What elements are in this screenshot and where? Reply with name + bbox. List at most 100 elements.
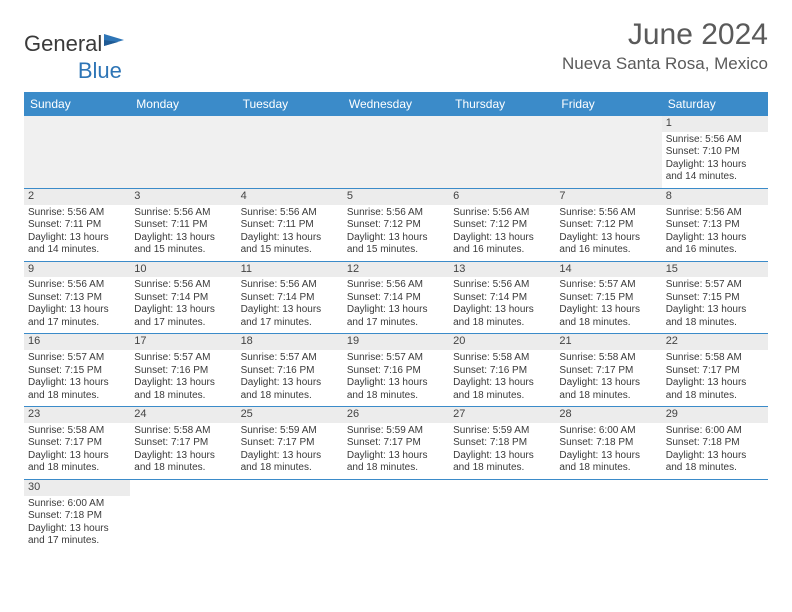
day-number: 8 xyxy=(662,189,768,205)
day-number: 27 xyxy=(449,407,555,423)
daylight1-text: Daylight: 13 hours xyxy=(666,377,764,390)
daylight2-text: and 18 minutes. xyxy=(28,390,126,403)
daylight1-text: Daylight: 13 hours xyxy=(666,304,764,317)
sunset-text: Sunset: 7:17 PM xyxy=(241,437,339,450)
daylight1-text: Daylight: 13 hours xyxy=(453,232,551,245)
sunrise-text: Sunrise: 5:57 AM xyxy=(241,352,339,365)
daylight1-text: Daylight: 13 hours xyxy=(347,450,445,463)
daylight2-text: and 17 minutes. xyxy=(28,317,126,330)
sunrise-text: Sunrise: 5:59 AM xyxy=(241,425,339,438)
daylight2-text: and 18 minutes. xyxy=(453,390,551,403)
sunrise-text: Sunrise: 5:56 AM xyxy=(666,207,764,220)
sunset-text: Sunset: 7:14 PM xyxy=(347,292,445,305)
sunrise-text: Sunrise: 5:58 AM xyxy=(453,352,551,365)
weekday-header: Wednesday xyxy=(343,92,449,116)
daylight2-text: and 18 minutes. xyxy=(666,462,764,475)
day-cell xyxy=(555,480,661,552)
day-number: 7 xyxy=(555,189,661,205)
day-number: 17 xyxy=(130,334,236,350)
daylight2-text: and 17 minutes. xyxy=(134,317,232,330)
calendar-page: General June 2024 Nueva Santa Rosa, Mexi… xyxy=(0,0,792,570)
sunrise-text: Sunrise: 5:58 AM xyxy=(28,425,126,438)
day-number: 2 xyxy=(24,189,130,205)
day-cell: 27 Sunrise: 5:59 AMSunset: 7:18 PMDayligh… xyxy=(449,407,555,479)
day-cell: 2Sunrise: 5:56 AMSunset: 7:11 PMDaylight… xyxy=(24,189,130,261)
weekday-header: Monday xyxy=(130,92,236,116)
day-cell: 12Sunrise: 5:56 AMSunset: 7:14 PMDayligh… xyxy=(343,262,449,334)
day-cell: 25Sunrise: 5:59 AMSunset: 7:17 PMDayligh… xyxy=(237,407,343,479)
weekday-header: Thursday xyxy=(449,92,555,116)
day-cell: 13Sunrise: 5:56 AMSunset: 7:14 PMDayligh… xyxy=(449,262,555,334)
sunrise-text: Sunrise: 5:59 AM xyxy=(453,425,551,438)
day-cell: 11Sunrise: 5:56 AMSunset: 7:14 PMDayligh… xyxy=(237,262,343,334)
sunrise-text: Sunrise: 5:57 AM xyxy=(28,352,126,365)
sunrise-text: Sunrise: 5:59 AM xyxy=(347,425,445,438)
sunset-text: Sunset: 7:14 PM xyxy=(453,292,551,305)
sunset-text: Sunset: 7:16 PM xyxy=(134,365,232,378)
weekday-header: Sunday xyxy=(24,92,130,116)
daylight1-text: Daylight: 13 hours xyxy=(134,232,232,245)
day-number: 23 xyxy=(24,407,130,423)
daylight2-text: and 18 minutes. xyxy=(241,462,339,475)
daylight2-text: and 18 minutes. xyxy=(666,317,764,330)
day-number: 30 xyxy=(24,480,130,496)
sunrise-text: Sunrise: 6:00 AM xyxy=(28,498,126,511)
sunrise-text: Sunrise: 5:57 AM xyxy=(666,279,764,292)
week-row: 9Sunrise: 5:56 AMSunset: 7:13 PMDaylight… xyxy=(24,262,768,335)
daylight2-text: and 18 minutes. xyxy=(134,462,232,475)
week-row: 16Sunrise: 5:57 AMSunset: 7:15 PMDayligh… xyxy=(24,334,768,407)
sunset-text: Sunset: 7:13 PM xyxy=(28,292,126,305)
day-number: 3 xyxy=(130,189,236,205)
sunrise-text: Sunrise: 5:56 AM xyxy=(134,207,232,220)
day-number: 16 xyxy=(24,334,130,350)
day-number: 24 xyxy=(130,407,236,423)
sunset-text: Sunset: 7:17 PM xyxy=(666,365,764,378)
sunset-text: Sunset: 7:18 PM xyxy=(453,437,551,450)
day-cell: 9Sunrise: 5:56 AMSunset: 7:13 PMDaylight… xyxy=(24,262,130,334)
sunrise-text: Sunrise: 5:58 AM xyxy=(666,352,764,365)
daylight1-text: Daylight: 13 hours xyxy=(559,304,657,317)
sunset-text: Sunset: 7:12 PM xyxy=(559,219,657,232)
daylight1-text: Daylight: 13 hours xyxy=(453,304,551,317)
sunset-text: Sunset: 7:16 PM xyxy=(347,365,445,378)
daylight2-text: and 18 minutes. xyxy=(134,390,232,403)
sunset-text: Sunset: 7:14 PM xyxy=(241,292,339,305)
sunrise-text: Sunrise: 5:57 AM xyxy=(559,279,657,292)
daylight2-text: and 18 minutes. xyxy=(241,390,339,403)
day-cell: 18Sunrise: 5:57 AMSunset: 7:16 PMDayligh… xyxy=(237,334,343,406)
daylight2-text: and 18 minutes. xyxy=(453,462,551,475)
sunset-text: Sunset: 7:17 PM xyxy=(134,437,232,450)
day-cell: 28Sunrise: 6:00 AMSunset: 7:18 PMDayligh… xyxy=(555,407,661,479)
weekday-header: Saturday xyxy=(662,92,768,116)
daylight1-text: Daylight: 13 hours xyxy=(28,377,126,390)
daylight2-text: and 15 minutes. xyxy=(241,244,339,257)
sunset-text: Sunset: 7:18 PM xyxy=(559,437,657,450)
day-number: 12 xyxy=(343,262,449,278)
sunset-text: Sunset: 7:17 PM xyxy=(28,437,126,450)
daylight1-text: Daylight: 13 hours xyxy=(559,232,657,245)
daylight1-text: Daylight: 13 hours xyxy=(134,450,232,463)
day-cell: 29Sunrise: 6:00 AMSunset: 7:18 PMDayligh… xyxy=(662,407,768,479)
weekday-header-row: Sunday Monday Tuesday Wednesday Thursday… xyxy=(24,92,768,116)
day-cell: 30Sunrise: 6:00 AMSunset: 7:18 PMDayligh… xyxy=(24,480,130,552)
daylight1-text: Daylight: 13 hours xyxy=(453,450,551,463)
daylight1-text: Daylight: 13 hours xyxy=(347,304,445,317)
day-number: 1 xyxy=(662,116,768,132)
day-cell xyxy=(237,116,343,188)
daylight1-text: Daylight: 13 hours xyxy=(28,450,126,463)
sunset-text: Sunset: 7:11 PM xyxy=(241,219,339,232)
sunset-text: Sunset: 7:17 PM xyxy=(347,437,445,450)
week-row: 30Sunrise: 6:00 AMSunset: 7:18 PMDayligh… xyxy=(24,480,768,552)
daylight2-text: and 14 minutes. xyxy=(666,171,764,184)
day-number: 10 xyxy=(130,262,236,278)
daylight2-text: and 14 minutes. xyxy=(28,244,126,257)
daylight1-text: Daylight: 13 hours xyxy=(241,304,339,317)
daylight2-text: and 18 minutes. xyxy=(559,390,657,403)
sunrise-text: Sunrise: 5:57 AM xyxy=(134,352,232,365)
daylight1-text: Daylight: 13 hours xyxy=(559,450,657,463)
day-number: 19 xyxy=(343,334,449,350)
day-number: 14 xyxy=(555,262,661,278)
day-number: 26 xyxy=(343,407,449,423)
day-cell: 23 Sunrise: 5:58 AMSunset: 7:17 PMDayligh… xyxy=(24,407,130,479)
sunset-text: Sunset: 7:16 PM xyxy=(241,365,339,378)
